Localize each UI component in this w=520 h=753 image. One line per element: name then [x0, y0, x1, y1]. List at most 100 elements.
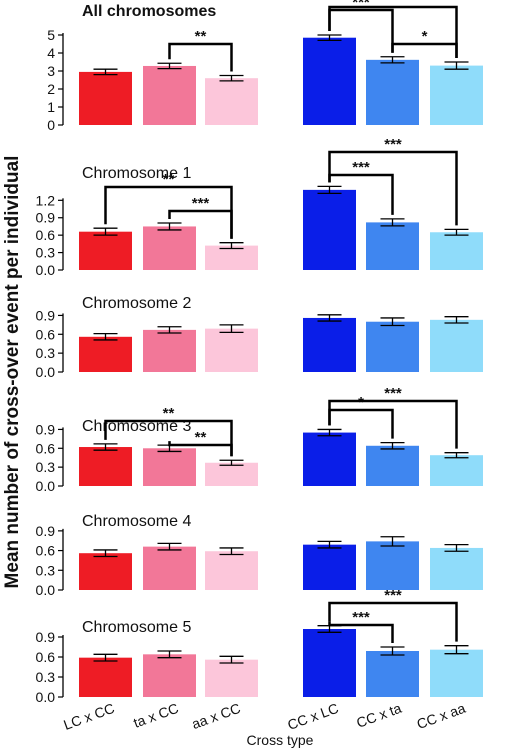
significance-bracket [168, 42, 233, 72]
bar [79, 336, 132, 372]
significance-bracket [328, 621, 394, 643]
x-category-labels: LC x CC ta x CC aa x CC CC x LC CC x ta CC x … [61, 700, 467, 733]
significance-label: *** [352, 609, 370, 626]
bar [79, 231, 132, 270]
bar [366, 59, 419, 126]
y-tick-label: 0.3 [36, 245, 56, 261]
x-category-label: CC x ta [354, 700, 404, 731]
bar [303, 189, 356, 270]
x-category-label: LC x CC [61, 700, 116, 733]
bar [366, 321, 419, 372]
y-tick-label: 0.9 [36, 307, 56, 323]
significance-label: ** [163, 405, 175, 422]
y-tick-label: 0.0 [36, 478, 56, 494]
panel-3: Chromosome 2 0.0 0.3 0.6 0.9 [36, 295, 483, 380]
y-tick-label: 0.3 [36, 669, 56, 685]
bar [366, 222, 419, 270]
y-tick-label: 0.0 [36, 582, 56, 598]
panel-title: Chromosome 5 [82, 619, 191, 636]
significance-label: *** [384, 136, 402, 153]
y-tick-label: 0.0 [36, 262, 56, 278]
panel-title: Chromosome 1 [82, 165, 191, 182]
panel-title: Chromosome 2 [82, 295, 191, 312]
bar [430, 455, 483, 486]
x-category-label: ta x CC [131, 700, 180, 731]
bar [205, 659, 258, 697]
y-tick-label: 0.9 [36, 523, 56, 539]
bar [79, 447, 132, 486]
bar [205, 462, 258, 486]
bar [430, 547, 483, 590]
significance-label: * [358, 394, 364, 411]
bar [430, 65, 483, 125]
significance-bracket [328, 150, 458, 226]
y-tick-label: 3 [47, 63, 55, 79]
bar [79, 553, 132, 590]
significance-bracket [328, 399, 458, 449]
significance-label: *** [384, 587, 402, 604]
x-category-label: aa x CC [190, 700, 243, 732]
bar [205, 551, 258, 590]
y-tick-label: 0.6 [36, 227, 56, 243]
bar [430, 649, 483, 697]
significance-label: ** [195, 28, 207, 45]
y-tick-label: 0.3 [36, 345, 56, 361]
x-category-label: CC x LC [285, 700, 340, 733]
panel-title: Chromosome 4 [82, 513, 191, 530]
bar [205, 245, 258, 270]
significance-label: ** [195, 429, 207, 446]
bar [143, 226, 196, 270]
bar [143, 654, 196, 697]
y-tick-label: 0.9 [36, 629, 56, 645]
significance-label: *** [192, 195, 210, 212]
y-tick-label: 1 [47, 99, 55, 115]
y-tick-label: 0.6 [36, 326, 56, 342]
significance-bracket [104, 419, 233, 457]
x-category-label: CC x aa [415, 700, 468, 732]
y-tick-label: 0.9 [36, 421, 56, 437]
bar [430, 319, 483, 372]
x-axis-label: Cross type [247, 732, 314, 748]
bar [303, 544, 356, 590]
y-tick-label: 0.3 [36, 459, 56, 475]
significance-bracket [328, 5, 458, 58]
panel-4: Chromosome 30.00.30.60.9 ******** [36, 385, 483, 494]
bar [303, 629, 356, 697]
y-tick-label: 0 [47, 117, 55, 133]
significance-bracket [328, 601, 458, 642]
y-tick-label: 4 [47, 45, 55, 61]
bar [303, 432, 356, 486]
y-tick-label: 0.9 [36, 210, 56, 226]
bar [205, 328, 258, 372]
significance-label: *** [352, 0, 370, 11]
panel-2: Chromosome 10.00.30.60.91.2 *********** [36, 136, 483, 278]
bar [366, 541, 419, 590]
y-axis-label: Mean number of cross-over event per indi… [2, 156, 23, 589]
bar [303, 37, 356, 126]
y-tick-label: 0.6 [36, 649, 56, 665]
significance-label: *** [384, 385, 402, 402]
bar [366, 651, 419, 697]
y-tick-label: 2 [47, 81, 55, 97]
bar [143, 65, 196, 125]
bar [366, 445, 419, 486]
bar [143, 546, 196, 590]
y-tick-label: 5 [47, 27, 55, 43]
significance-bracket [391, 42, 458, 58]
panel-5: Chromosome 4 0.0 0.3 0.6 0.9 [36, 513, 483, 598]
bar [430, 232, 483, 270]
y-tick-label: 0.0 [36, 364, 56, 380]
y-tick-label: 1.2 [36, 192, 56, 208]
panel-6: Chromosome 5 0.0 0.3 0.6 0.9 *** *** [36, 587, 483, 705]
bar [143, 329, 196, 372]
bar [79, 71, 132, 125]
bar [143, 448, 196, 486]
y-tick-label: 0.0 [36, 689, 56, 705]
significance-bracket [104, 185, 233, 239]
y-tick-label: 0.3 [36, 562, 56, 578]
bar [205, 78, 258, 125]
significance-label: *** [352, 159, 370, 176]
y-tick-label: 0.6 [36, 543, 56, 559]
